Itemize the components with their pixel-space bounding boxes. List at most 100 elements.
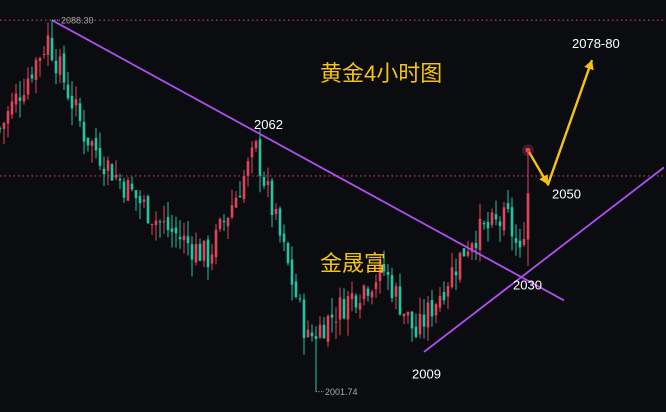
- candle-body: [174, 227, 178, 234]
- candle-body: [222, 220, 226, 223]
- candle-body: [218, 218, 222, 230]
- candle-body: [214, 229, 218, 258]
- candle-body: [378, 261, 382, 281]
- candle-body: [502, 207, 506, 231]
- candle-body: [498, 221, 502, 227]
- candle-body: [518, 240, 522, 248]
- trendlines: [51, 19, 665, 393]
- candle-body: [470, 243, 474, 252]
- candle-body: [266, 181, 270, 185]
- candle-body: [386, 272, 390, 275]
- candle-body: [110, 164, 114, 181]
- candle-body: [402, 313, 406, 317]
- candle-body: [278, 208, 282, 236]
- glow-dot: [525, 147, 531, 153]
- candle-body: [162, 221, 166, 223]
- candle-body: [54, 60, 58, 74]
- candle-body: [462, 248, 466, 257]
- candle-body: [190, 244, 194, 260]
- candle-body: [450, 267, 454, 288]
- candle-body: [426, 302, 430, 328]
- candle-body: [406, 311, 410, 316]
- candle-body: [74, 99, 78, 106]
- candle-body: [290, 259, 294, 285]
- candle-body: [194, 244, 198, 263]
- candle-body: [418, 313, 422, 335]
- candle-body: [242, 175, 246, 200]
- top-extreme-label: 2088.30: [61, 16, 94, 26]
- candle-body: [454, 271, 458, 276]
- projection-label: 2078-80: [572, 36, 620, 51]
- candle-body: [182, 235, 186, 241]
- candle-body: [382, 263, 386, 272]
- candle-body: [310, 332, 314, 337]
- candle-body: [522, 239, 526, 245]
- projection-arrowhead-up: [584, 60, 594, 71]
- candle-body: [374, 282, 378, 289]
- candle-body: [6, 111, 10, 124]
- candle-body: [430, 300, 434, 317]
- candle-body: [394, 286, 398, 297]
- candle-body: [198, 243, 202, 261]
- candle-body: [150, 224, 154, 226]
- candle-body: [210, 254, 214, 264]
- candle-body: [322, 324, 326, 339]
- candle-body: [306, 329, 310, 338]
- candle-body: [2, 122, 6, 129]
- candle-body: [106, 160, 110, 171]
- candle-body: [338, 297, 342, 320]
- candle-body: [166, 217, 170, 231]
- candle-body: [298, 298, 302, 300]
- candle-body: [170, 228, 174, 232]
- candle-body: [274, 208, 278, 215]
- candle-body: [26, 78, 30, 95]
- candle-body: [370, 291, 374, 298]
- candle-body: [422, 314, 426, 327]
- candle-body: [262, 176, 266, 186]
- descending-resistance-line: [51, 19, 565, 302]
- candle-body: [30, 74, 34, 79]
- candle-body: [486, 221, 490, 229]
- candle-body: [78, 103, 82, 121]
- horizontal-levels: [0, 19, 666, 177]
- watermark-text: 金晟富: [320, 251, 386, 276]
- candle-body: [350, 293, 354, 300]
- candle-body: [326, 315, 330, 342]
- candle-series: [0, 20, 530, 392]
- candle-body: [330, 314, 334, 318]
- ascending-support-line: [423, 166, 665, 353]
- candle-body: [366, 288, 370, 296]
- candle-body: [478, 218, 482, 250]
- candle-body: [302, 299, 306, 339]
- candle-body: [50, 37, 54, 61]
- candle-body: [414, 326, 418, 337]
- candle-body: [18, 97, 22, 101]
- candle-body: [270, 180, 274, 216]
- candle-body: [314, 336, 318, 339]
- candle-body: [178, 236, 182, 240]
- candle-body: [158, 221, 162, 223]
- candle-body: [42, 53, 46, 55]
- candle-body: [458, 252, 462, 280]
- target-label: 2050: [552, 187, 581, 202]
- candle-body: [14, 93, 18, 105]
- high-label: 2062: [254, 117, 283, 132]
- candle-body: [234, 197, 238, 208]
- candle-body: [146, 196, 150, 223]
- candle-body: [238, 195, 242, 198]
- candle-body: [294, 281, 298, 297]
- candle-body: [126, 180, 130, 201]
- candle-body: [98, 147, 102, 166]
- support-label: 2030: [513, 277, 542, 292]
- low-label: 2009: [412, 367, 441, 382]
- candle-body: [446, 286, 450, 297]
- candle-body: [66, 84, 70, 99]
- current-price-marker: [522, 144, 534, 157]
- candle-body: [122, 181, 126, 198]
- candle-body: [154, 220, 158, 226]
- candle-body: [206, 239, 210, 267]
- candle-body: [86, 137, 90, 146]
- candle-body: [134, 190, 138, 199]
- candle-body: [434, 304, 438, 316]
